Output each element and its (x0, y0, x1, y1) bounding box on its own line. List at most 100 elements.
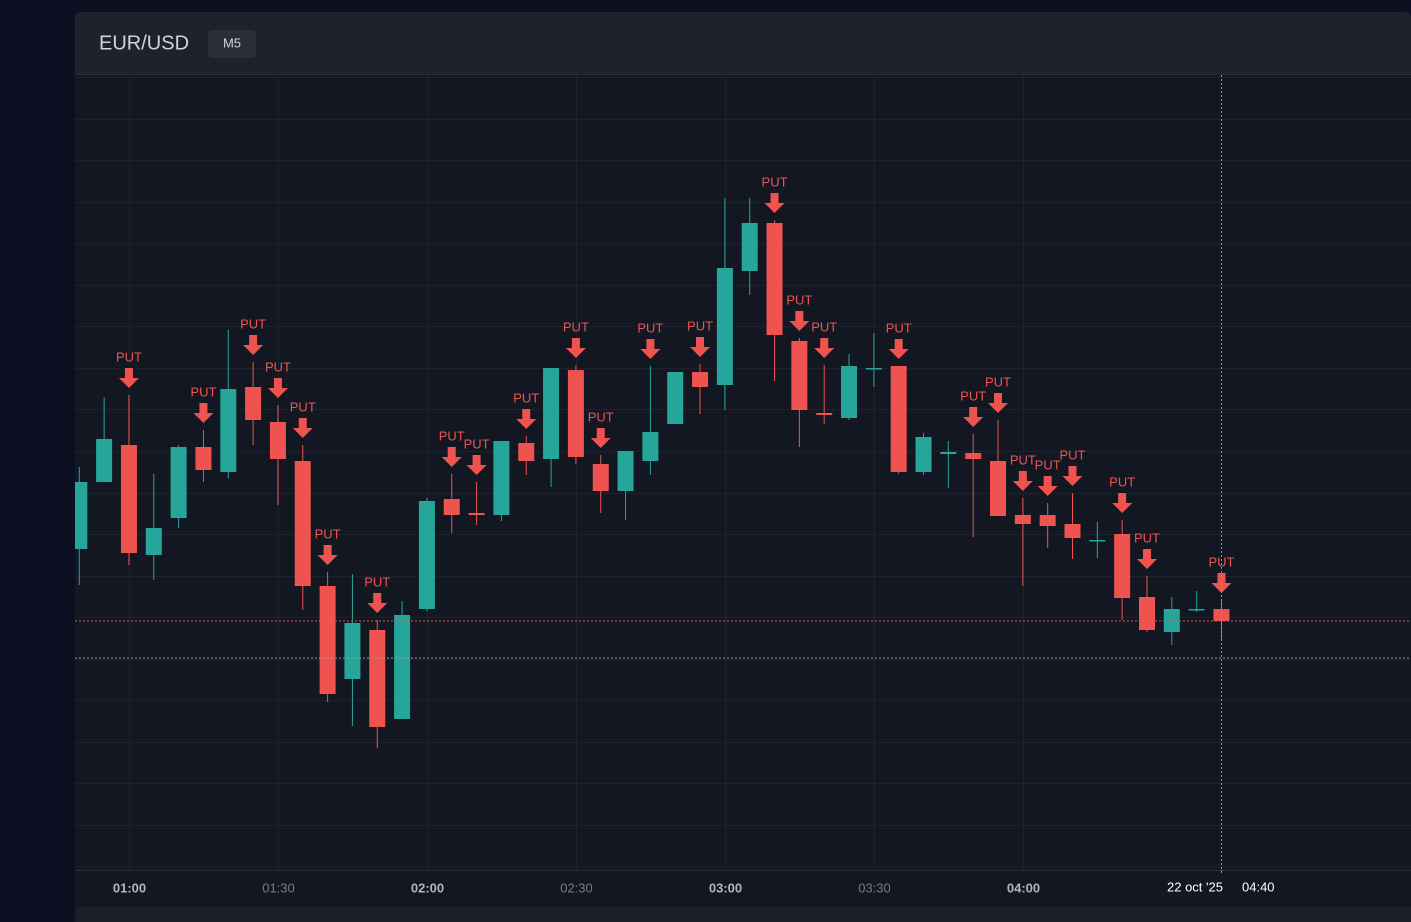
signal-label: PUT (637, 320, 663, 335)
candle-body (96, 439, 113, 482)
signal-arrow (516, 409, 537, 429)
signal-label: PUT (1134, 530, 1160, 545)
signal-arrow (441, 447, 462, 467)
crosshair-date: 22 oct '25 (1167, 879, 1223, 894)
candle-body (220, 389, 237, 472)
signal-arrow (1112, 493, 1133, 513)
candle-body (319, 586, 336, 694)
candle-body (493, 441, 510, 515)
signal-label: PUT (1060, 447, 1086, 462)
signal-arrow (590, 428, 611, 448)
signal-label: PUT (762, 174, 788, 189)
chart-panel (75, 12, 1411, 922)
signal-label: PUT (240, 316, 266, 331)
candle-body (592, 464, 609, 491)
candle-body (741, 223, 758, 271)
candle-body (1114, 534, 1131, 598)
signal-arrow (888, 339, 909, 359)
header-bar (75, 12, 1411, 74)
x-tick-label: 01:30 (262, 880, 295, 895)
signal-arrow (317, 545, 338, 565)
signal-label: PUT (464, 436, 490, 451)
signal-arrow (243, 335, 264, 355)
signal-arrow (988, 393, 1009, 413)
signal-label: PUT (886, 320, 912, 335)
signal-arrow (267, 378, 288, 398)
candle-body (369, 630, 386, 727)
signal-label: PUT (811, 319, 837, 334)
bottom-bar (75, 907, 1411, 922)
candle-body (1138, 597, 1155, 630)
signal-arrow (640, 339, 661, 359)
signal-arrow (1012, 471, 1033, 491)
candle-body (1014, 515, 1031, 524)
candle-body (394, 615, 411, 719)
candle-body (816, 413, 833, 415)
candle-body (667, 372, 684, 424)
signal-arrow (565, 338, 586, 358)
candle-body (940, 452, 957, 454)
candle-body (841, 366, 858, 418)
signal-label: PUT (1035, 457, 1061, 472)
candle-body (567, 370, 584, 457)
x-tick-label: 03:00 (709, 880, 742, 895)
signal-arrow (963, 407, 984, 427)
signal-arrow (764, 193, 785, 213)
candle-body (294, 461, 311, 586)
candle-body (791, 341, 808, 410)
candle-body (1188, 609, 1205, 611)
candle-body (716, 268, 733, 385)
candle-body (120, 445, 137, 553)
candle-body (642, 432, 659, 461)
candle-body (75, 482, 88, 549)
timeframe-badge[interactable] (208, 30, 256, 58)
candle-body (990, 461, 1007, 516)
candle-body (269, 422, 286, 459)
candle-body (443, 499, 460, 515)
candle-body (418, 501, 435, 609)
candle-body (518, 443, 535, 461)
candle-body (915, 437, 932, 472)
candle-body (1064, 524, 1081, 538)
candle-body (468, 513, 485, 515)
signal-arrow (789, 311, 810, 331)
candle-body (170, 447, 187, 518)
candle-body (865, 368, 882, 370)
signal-arrow (1037, 476, 1058, 496)
signal-label: PUT (315, 526, 341, 541)
signal-label: PUT (1109, 474, 1135, 489)
timeframe-label[interactable]: M5 (223, 35, 241, 50)
signal-label: PUT (1010, 452, 1036, 467)
x-tick-label: 02:30 (560, 880, 593, 895)
candle-body (766, 223, 783, 335)
candle-body (692, 372, 709, 387)
signal-arrow (118, 368, 139, 388)
candle-body (245, 387, 262, 420)
signal-label: PUT (960, 388, 986, 403)
x-axis: 01:00 01:30 02:00 02:30 03:00 03:30 04:00 22 oc… (113, 870, 1288, 903)
crosshair-time-box (1155, 873, 1288, 903)
candle-body (344, 623, 361, 679)
candle-body (890, 366, 907, 472)
symbol-title: EUR/USD (99, 32, 189, 54)
signal-arrow (1136, 549, 1157, 569)
candle-body (965, 453, 982, 459)
signal-label: PUT (687, 318, 713, 333)
signal-label: PUT (364, 574, 390, 589)
signal-label: PUT (513, 390, 539, 405)
signal-label: PUT (190, 384, 216, 399)
signal-label: PUT (116, 349, 142, 364)
signal-label: PUT (290, 399, 316, 414)
x-tick-label: 01:00 (113, 880, 146, 895)
signal-arrow (814, 338, 835, 358)
candle-body (1039, 515, 1056, 526)
signal-label: PUT (588, 409, 614, 424)
signal-label: PUT (1208, 554, 1234, 569)
header-bar-fill (75, 60, 1411, 74)
candle-body (543, 368, 560, 459)
candle-body (145, 528, 162, 555)
signal-arrow (1062, 466, 1083, 486)
